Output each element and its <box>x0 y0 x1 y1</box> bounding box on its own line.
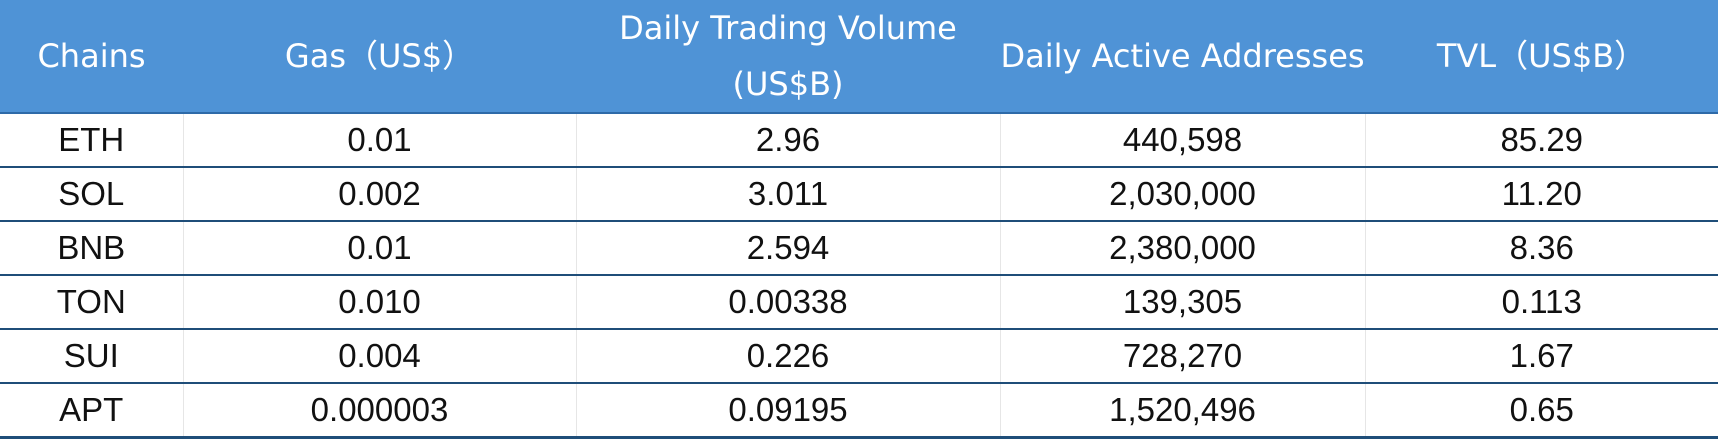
cell-chain: ETH <box>0 113 183 168</box>
cell-daily-trading-volume: 2.96 <box>575 113 1000 168</box>
cell-tvl: 1.67 <box>1364 329 1718 384</box>
cell-gas: 0.000003 <box>182 383 576 439</box>
cell-chain: SOL <box>0 167 183 222</box>
cell-daily-trading-volume: 0.226 <box>575 329 1000 384</box>
cell-daily-active-addresses: 2,030,000 <box>999 167 1365 222</box>
cell-tvl: 0.113 <box>1364 275 1718 330</box>
cell-tvl: 85.29 <box>1364 113 1718 168</box>
cell-gas: 0.01 <box>182 113 576 168</box>
cell-tvl: 0.65 <box>1364 383 1718 439</box>
header-daily-trading-volume: Daily Trading Volume (US$B) <box>576 0 1000 114</box>
cell-daily-trading-volume: 3.011 <box>575 167 1000 222</box>
table-row: SUI 0.004 0.226 728,270 1.67 <box>0 329 1718 384</box>
cell-gas: 0.002 <box>182 167 576 222</box>
table-body: ETH 0.01 2.96 440,598 85.29 SOL 0.002 3.… <box>0 113 1718 439</box>
table-row: SOL 0.002 3.011 2,030,000 11.20 <box>0 167 1718 222</box>
table-row: TON 0.010 0.00338 139,305 0.113 <box>0 275 1718 330</box>
header-tvl: TVL（US$B） <box>1365 0 1718 114</box>
table-row: BNB 0.01 2.594 2,380,000 8.36 <box>0 221 1718 276</box>
cell-gas: 0.010 <box>182 275 576 330</box>
cell-daily-trading-volume: 0.09195 <box>575 383 1000 439</box>
cell-chain: APT <box>0 383 183 439</box>
header-chains: Chains <box>0 0 183 114</box>
cell-chain: BNB <box>0 221 183 276</box>
cell-daily-active-addresses: 139,305 <box>999 275 1365 330</box>
cell-tvl: 8.36 <box>1364 221 1718 276</box>
header-row: Chains Gas（US$） Daily Trading Volume (US… <box>0 0 1718 114</box>
cell-chain: TON <box>0 275 183 330</box>
cell-daily-active-addresses: 1,520,496 <box>999 383 1365 439</box>
cell-chain: SUI <box>0 329 183 384</box>
cell-gas: 0.004 <box>182 329 576 384</box>
header-daily-active-addresses: Daily Active Addresses <box>1000 0 1365 114</box>
table-row: ETH 0.01 2.96 440,598 85.29 <box>0 113 1718 168</box>
header-gas: Gas（US$） <box>183 0 576 114</box>
table-row: APT 0.000003 0.09195 1,520,496 0.65 <box>0 383 1718 439</box>
cell-daily-trading-volume: 2.594 <box>575 221 1000 276</box>
cell-daily-active-addresses: 440,598 <box>999 113 1365 168</box>
table-header: Chains Gas（US$） Daily Trading Volume (US… <box>0 0 1718 114</box>
cell-daily-active-addresses: 2,380,000 <box>999 221 1365 276</box>
cell-daily-active-addresses: 728,270 <box>999 329 1365 384</box>
cell-daily-trading-volume: 0.00338 <box>575 275 1000 330</box>
cell-gas: 0.01 <box>182 221 576 276</box>
cell-tvl: 11.20 <box>1364 167 1718 222</box>
